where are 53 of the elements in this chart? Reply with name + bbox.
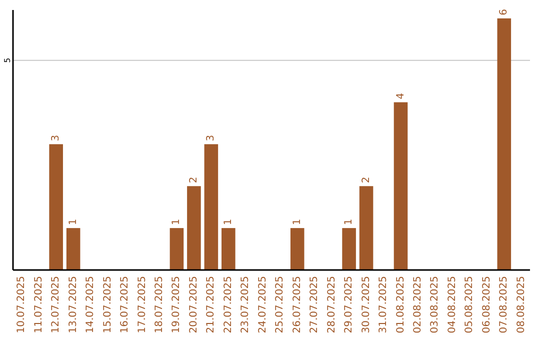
x-tick-label: 20.07.2025 (188, 276, 200, 334)
data-label: 3 (50, 134, 62, 142)
x-tick-label: 16.07.2025 (120, 276, 131, 334)
x-tick-label: 18.07.2025 (154, 276, 165, 334)
data-label: 2 (188, 176, 200, 184)
x-tick-label: 06.08.2025 (481, 276, 492, 334)
data-label: 2 (360, 176, 372, 184)
bar (204, 144, 218, 270)
x-tick-label: 28.07.2025 (326, 276, 338, 334)
x-tick-label: 01.08.2025 (395, 276, 406, 334)
x-tick-label: 11.07.2025 (33, 276, 44, 334)
x-tick-label: 19.07.2025 (171, 276, 182, 334)
x-tick-label: 12.07.2025 (50, 276, 62, 334)
bar (394, 102, 408, 270)
x-tick-label: 08.08.2025 (516, 276, 527, 334)
x-tick-label: 04.08.2025 (446, 276, 458, 334)
x-tick-label: 07.08.2025 (498, 276, 510, 334)
bar (49, 144, 63, 270)
data-label: 1 (171, 218, 182, 226)
bar (187, 186, 201, 270)
x-tick-label: 29.07.2025 (344, 276, 355, 334)
x-tick-label: 17.07.2025 (136, 276, 148, 334)
data-label: 1 (344, 218, 355, 226)
x-tick-label: 02.08.2025 (412, 276, 424, 334)
bar (66, 228, 80, 270)
bar (359, 186, 374, 270)
x-tick-label: 21.07.2025 (206, 276, 217, 334)
bar (290, 228, 304, 270)
bar (222, 228, 236, 270)
bar (497, 18, 512, 270)
x-tick-label: 05.08.2025 (464, 276, 476, 334)
y-tick-label: 5 (3, 58, 12, 63)
data-label: 6 (498, 9, 510, 16)
x-tick-label: 24.07.2025 (257, 276, 268, 334)
x-tick-label: 31.07.2025 (378, 276, 390, 334)
data-label: 1 (68, 218, 79, 226)
data-label: 3 (206, 134, 217, 142)
x-tick-label: 23.07.2025 (240, 276, 252, 334)
bar (342, 228, 356, 270)
x-tick-label: 22.07.2025 (222, 276, 234, 334)
x-tick-label: 25.07.2025 (274, 276, 286, 334)
data-label: 1 (292, 218, 303, 226)
data-label: 4 (395, 92, 406, 100)
data-label: 1 (222, 218, 234, 226)
bar (170, 228, 184, 270)
x-tick-label: 14.07.2025 (85, 276, 96, 334)
x-tick-label: 30.07.2025 (360, 276, 372, 334)
x-tick-label: 03.08.2025 (430, 276, 441, 334)
x-tick-label: 10.07.2025 (16, 276, 28, 334)
x-tick-label: 13.07.2025 (68, 276, 79, 334)
x-tick-label: 27.07.2025 (309, 276, 320, 334)
x-tick-label: 15.07.2025 (102, 276, 114, 334)
x-tick-label: 26.07.2025 (292, 276, 303, 334)
